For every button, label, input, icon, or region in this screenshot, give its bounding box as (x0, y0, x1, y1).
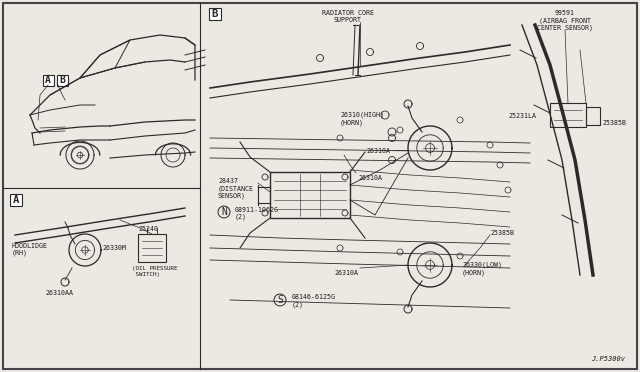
Text: 28437
(DISTANCE
SENSOR): 28437 (DISTANCE SENSOR) (218, 178, 254, 199)
Text: 25240: 25240 (138, 226, 158, 232)
Text: 08146-6125G
(2): 08146-6125G (2) (292, 294, 336, 308)
Text: 26310A: 26310A (358, 175, 382, 181)
Text: B: B (59, 75, 65, 85)
Text: S: S (277, 295, 283, 305)
Text: 26330M: 26330M (102, 245, 126, 251)
Text: 08911-1062G
(2): 08911-1062G (2) (235, 207, 279, 221)
Text: HOODLIDGE
(RH): HOODLIDGE (RH) (12, 243, 48, 257)
Text: 25231LA: 25231LA (508, 113, 536, 119)
Bar (56, 74, 67, 86)
Text: 25385B: 25385B (490, 230, 514, 236)
Text: J.P5300v: J.P5300v (591, 356, 625, 362)
Bar (550, 103, 586, 127)
Bar (42, 74, 54, 86)
Text: 26330(LOW)
(HORN): 26330(LOW) (HORN) (462, 262, 502, 276)
Bar (138, 234, 166, 262)
Bar (209, 8, 221, 20)
Bar (270, 172, 350, 218)
Text: 26310(HIGH)
(HORN): 26310(HIGH) (HORN) (340, 112, 384, 126)
Text: 26310A: 26310A (366, 148, 390, 154)
Text: 25385B: 25385B (602, 120, 626, 126)
Text: N: N (221, 207, 227, 217)
Bar (10, 194, 22, 206)
Text: A: A (45, 75, 51, 85)
Text: 26310AA: 26310AA (45, 290, 73, 296)
Text: 99591
(AIRBAG FRONT
CENTER SENSOR): 99591 (AIRBAG FRONT CENTER SENSOR) (537, 10, 593, 31)
Text: A: A (13, 195, 19, 205)
Text: (OIL PRESSURE
 SWITCH): (OIL PRESSURE SWITCH) (132, 266, 177, 277)
Bar (586, 107, 600, 125)
Text: RADIATOR CORE
SUPPORT: RADIATOR CORE SUPPORT (322, 10, 374, 23)
Text: B: B (212, 9, 218, 19)
Text: 26310A: 26310A (334, 270, 358, 276)
